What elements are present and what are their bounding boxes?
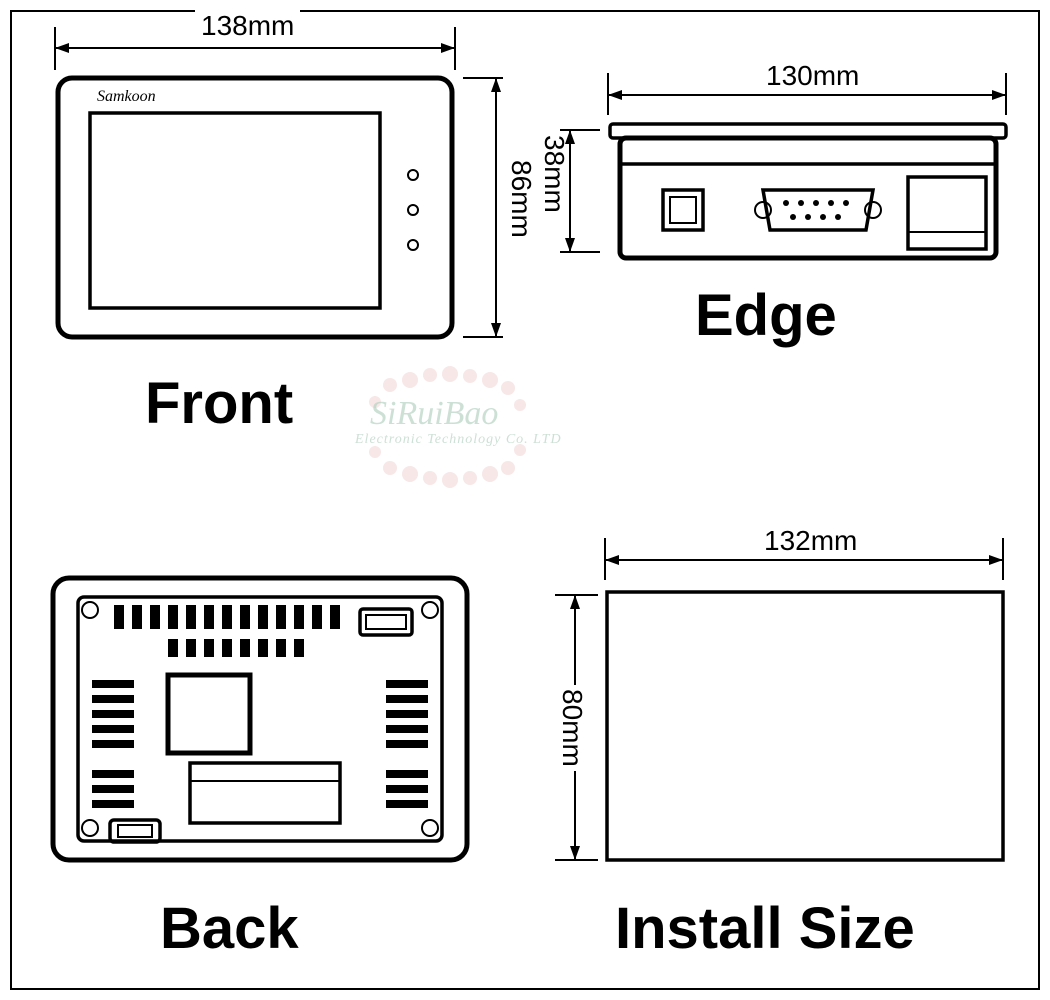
edge-width-value: 130mm [760, 60, 865, 92]
edge-label: Edge [695, 282, 837, 349]
install-width-value: 132mm [758, 525, 863, 557]
front-device: Samkoon [55, 75, 455, 340]
watermark-subtext: Electronic Technology Co. LTD [355, 432, 562, 448]
watermark-text: SiRuiBao [370, 395, 498, 433]
back-label: Back [160, 895, 299, 962]
front-label: Front [145, 370, 293, 437]
install-label: Install Size [615, 895, 915, 962]
edge-device [608, 122, 1008, 267]
back-device [50, 575, 470, 865]
install-height-value: 80mm [556, 685, 588, 771]
edge-height-value: 38mm [538, 135, 570, 213]
front-width-value: 138mm [195, 10, 300, 42]
install-rect [605, 590, 1005, 865]
front-height-value: 86mm [505, 160, 537, 238]
svg-text:Samkoon: Samkoon [97, 88, 156, 105]
